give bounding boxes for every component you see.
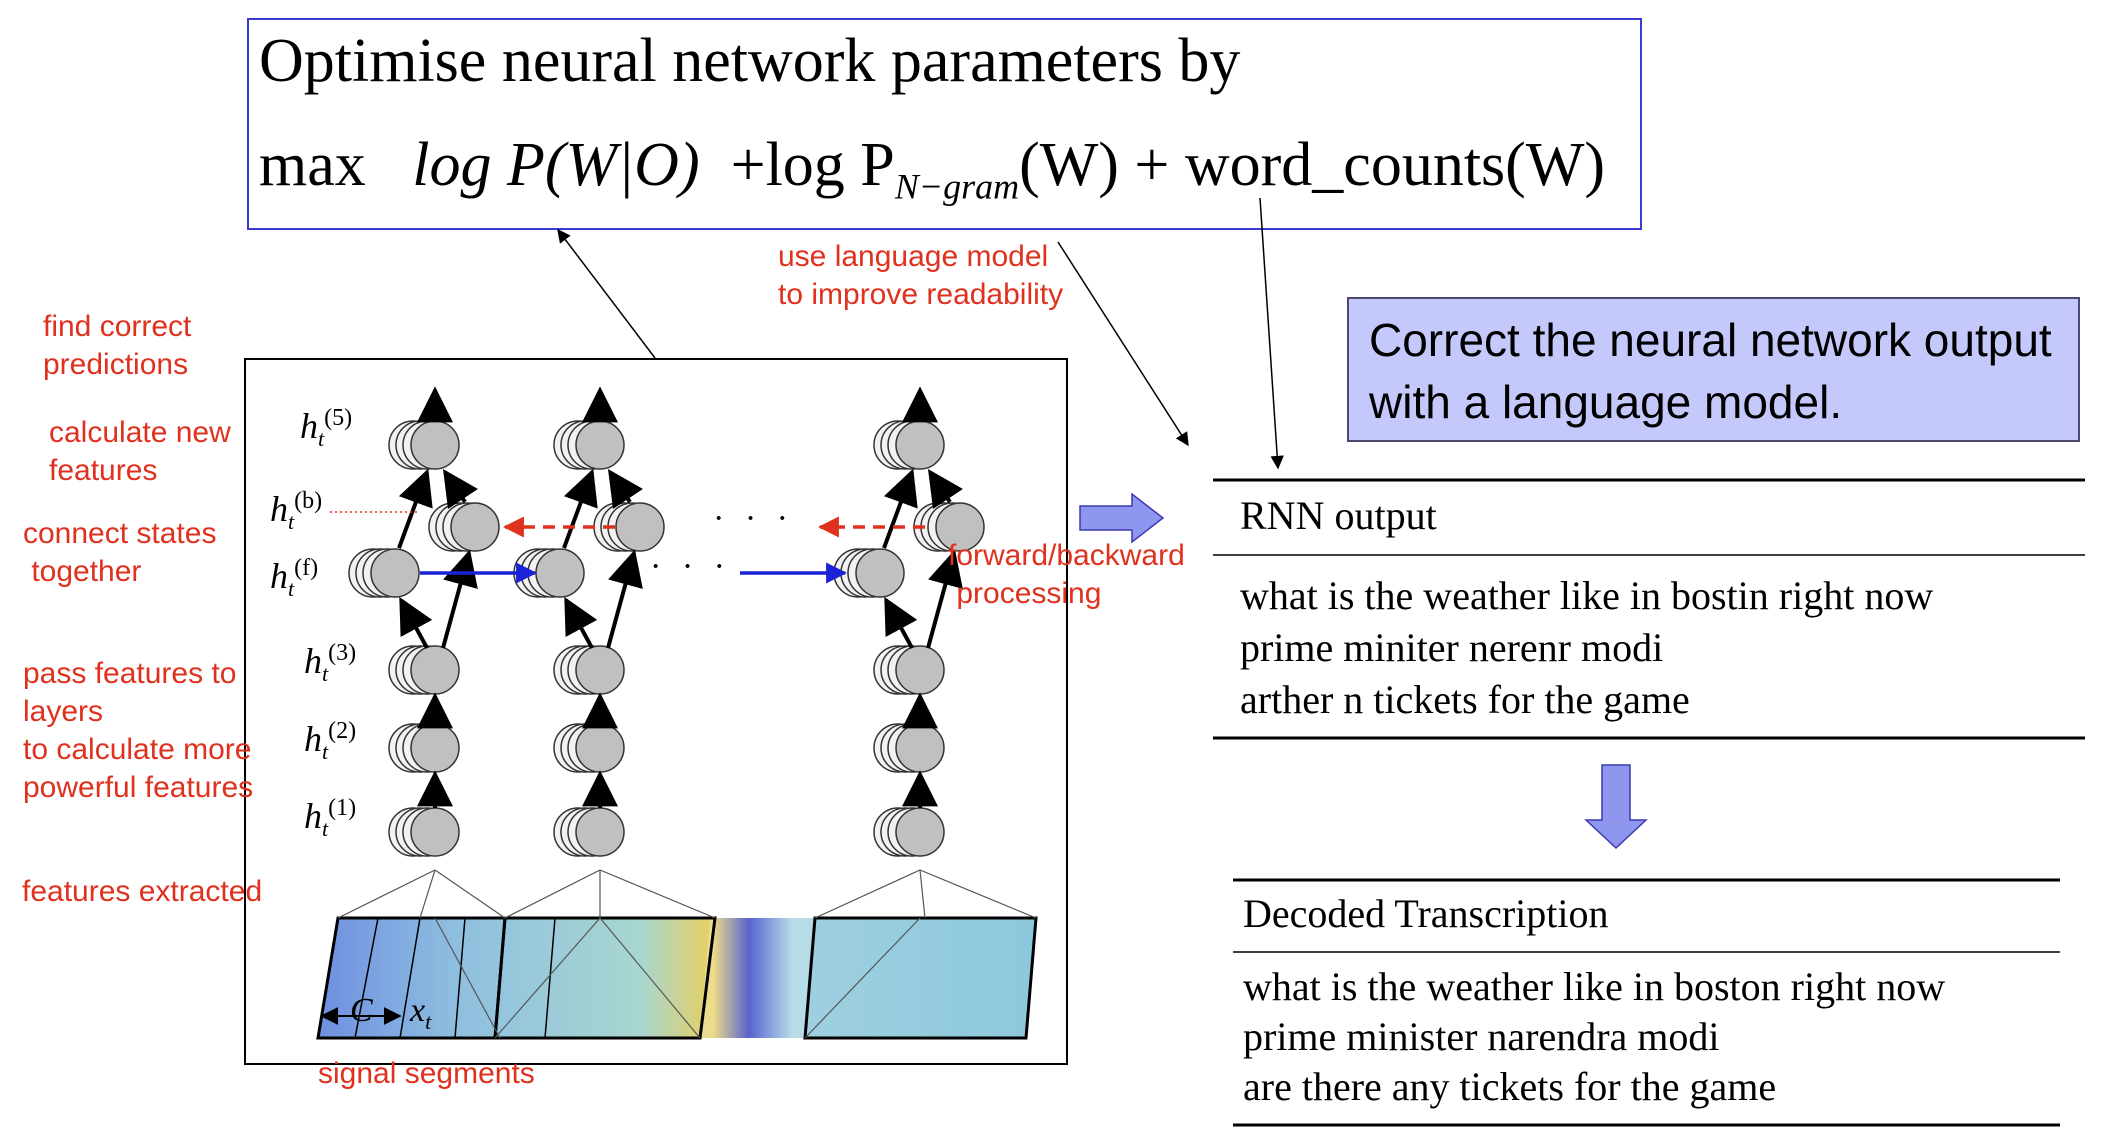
- network-to-formula-arrow: [557, 228, 656, 359]
- layer-arrow: [926, 549, 963, 649]
- decoded-row: prime minister narendra modi: [1243, 1014, 1720, 1059]
- spectrogram-gap: [700, 918, 815, 1038]
- rnn-row: arther n tickets for the game: [1240, 677, 1690, 722]
- formula-expression: max log P(W|O) +log PN−gram(W) + word_co…: [259, 130, 1605, 207]
- label-h2: ht(2): [304, 718, 357, 765]
- label-h1: ht(1): [304, 795, 357, 842]
- network-frame: [244, 358, 1068, 1065]
- label-xt: xt: [410, 992, 432, 1034]
- rnn-row: what is the weather like in bostin right…: [1240, 573, 1934, 618]
- ann-features-extracted: features extracted: [22, 875, 263, 908]
- label-context: C: [350, 992, 373, 1029]
- col-3-h3-stack: [873, 645, 945, 695]
- ann-pass-features: pass features to layers to calculate more p…: [23, 657, 254, 804]
- label-hf: ht(f): [270, 555, 319, 602]
- callout-box: Correct the neural network output with a…: [1347, 297, 2080, 442]
- formula-term-acoustic: log P(W|O): [412, 131, 700, 199]
- label-hb: ht(b): [270, 488, 323, 535]
- layer-arrow: [443, 469, 478, 509]
- layer-arrow: [608, 469, 643, 509]
- rnn-row: prime miniter nerenr modi: [1240, 625, 1664, 670]
- col-2-hb-stack: [593, 502, 665, 552]
- segment-inner-lines: [354, 917, 556, 1039]
- layer-arrow: [397, 468, 433, 549]
- layer-arrow: [606, 549, 643, 649]
- dots-upper: · · ·: [713, 500, 794, 537]
- label-h5: ht(5): [300, 405, 353, 452]
- decoded-table-rules: [1233, 878, 2060, 1127]
- lm-arrow: [1057, 241, 1189, 447]
- decoded-table-rows: what is the weather like in boston right…: [1243, 962, 1945, 1112]
- formula-term-ngram-suffix: (W): [1019, 131, 1119, 199]
- col-3-hb-stack: [913, 502, 985, 552]
- layer-arrows: [397, 386, 963, 808]
- decoded-table-header: Decoded Transcription: [1243, 891, 1609, 936]
- ann-connect-states: connect states together: [23, 517, 217, 588]
- layer-arrow: [564, 596, 598, 649]
- rnn-table-rules: [1213, 478, 2085, 740]
- layer-arrow: [884, 596, 918, 649]
- block-arrow-down: [1584, 764, 1648, 850]
- layer-arrow: [928, 469, 963, 509]
- formula-max: max: [259, 131, 366, 199]
- col-3-h1-stack: [873, 807, 945, 857]
- ann-find-correct: find correct predictions: [43, 310, 192, 381]
- layer-arrow: [562, 468, 598, 549]
- rnn-table-rows: what is the weather like in bostin right…: [1240, 570, 1933, 726]
- decoded-row: what is the weather like in boston right…: [1243, 964, 1946, 1009]
- ann-use-lm: use language model to improve readability: [778, 240, 1064, 311]
- col-2-h3-stack: [553, 645, 625, 695]
- formula-term-ngram-sub: N−gram: [894, 166, 1020, 207]
- col-1-hb-stack: [428, 502, 500, 552]
- col-1-h5-stack: [388, 420, 460, 470]
- layer-arrow: [441, 549, 478, 649]
- rnn-table-header: RNN output: [1240, 493, 1437, 538]
- formula-term-ngram-prefix: +log P: [730, 131, 895, 199]
- ann-calculate-new: calculate new features: [49, 416, 231, 487]
- col-2-h1-stack: [553, 807, 625, 857]
- layer-arrow: [882, 468, 918, 549]
- col-3-h5-stack: [873, 420, 945, 470]
- block-arrow-right: [1079, 492, 1165, 544]
- col-2-hf-stack: [513, 548, 585, 598]
- col-2-h2-stack: [553, 723, 625, 773]
- dots-lower: · · ·: [650, 548, 731, 585]
- col-3-h2-stack: [873, 723, 945, 773]
- formula-box: Optimise neural network parameters by ma…: [247, 18, 1642, 230]
- input-fan: [337, 869, 1037, 1039]
- col-1-h2-stack: [388, 723, 460, 773]
- col-1-h1-stack: [388, 807, 460, 857]
- network-nodes: [348, 420, 985, 857]
- formula-title: Optimise neural network parameters by: [259, 27, 1241, 95]
- ann-signal-segments: signal segments: [318, 1057, 535, 1090]
- col-1-h3-stack: [388, 645, 460, 695]
- ann-forward-backward: forward/backward processing: [948, 539, 1185, 610]
- formula-term-wordcounts: + word_counts(W): [1134, 131, 1605, 199]
- col-2-h5-stack: [553, 420, 625, 470]
- label-h3: ht(3): [304, 640, 357, 687]
- layer-arrow: [399, 596, 433, 649]
- col-1-hf-stack: [348, 548, 420, 598]
- wordcount-arrow: [1259, 197, 1284, 470]
- decoded-row: are there any tickets for the game: [1243, 1064, 1777, 1109]
- col-3-hf-stack: [833, 548, 905, 598]
